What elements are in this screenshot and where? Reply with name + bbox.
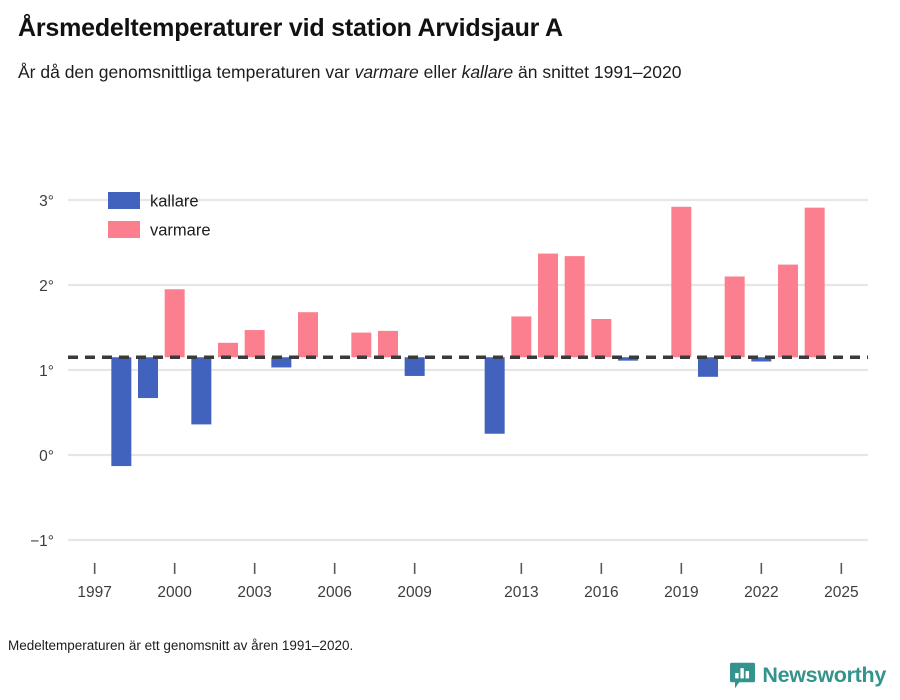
subtitle-emphasis-colder: kallare — [461, 61, 514, 82]
x-tick-label: 2016 — [584, 584, 618, 601]
bar-1999[interactable] — [138, 357, 158, 399]
bar-2017[interactable] — [618, 357, 638, 361]
legend-label-varmare: varmare — [150, 222, 211, 240]
x-tick-label: 2013 — [504, 584, 538, 601]
x-tick-label: 2000 — [157, 584, 192, 601]
chart-source-note: Medeltemperaturen är ett genomsnitt av å… — [8, 638, 354, 653]
bar-2015[interactable] — [564, 256, 585, 358]
subtitle-text-1: År då den genomsnittliga temperaturen va… — [18, 61, 355, 82]
bar-2012[interactable] — [484, 357, 505, 434]
bar-2013[interactable] — [511, 316, 532, 358]
y-tick-label: 0° — [39, 448, 54, 465]
x-tick-label: 2006 — [317, 584, 351, 601]
bar-2003[interactable] — [244, 330, 265, 358]
bar-2007[interactable] — [351, 332, 372, 358]
y-tick-label: 2° — [39, 278, 54, 295]
bar-2023[interactable] — [778, 264, 798, 358]
bar-2009[interactable] — [404, 357, 425, 376]
x-tick-label: 2003 — [237, 584, 271, 601]
bar-2005[interactable] — [298, 312, 318, 358]
page-title: Årsmedeltemperaturer vid station Arvidsj… — [18, 14, 563, 42]
x-axis-ticks — [93, 563, 843, 574]
x-tick-label: 1997 — [77, 584, 111, 601]
x-tick-label: 2025 — [824, 584, 858, 601]
bars-group — [111, 206, 825, 467]
y-axis-tick-labels: −1° 0° 1° 2° 3° — [30, 193, 54, 550]
legend-swatch-kallare — [108, 192, 140, 209]
bar-2014[interactable] — [538, 253, 558, 358]
x-tick-label: 2019 — [664, 584, 698, 601]
subtitle-text-2: eller — [418, 61, 462, 82]
x-tick-label: 2009 — [397, 584, 431, 601]
bar-2019[interactable] — [671, 206, 692, 358]
bar-2002[interactable] — [218, 342, 238, 358]
x-tick-label: 2022 — [744, 584, 778, 601]
y-tick-label: 1° — [39, 363, 54, 380]
legend-swatch-varmare — [108, 221, 140, 238]
brand-name-label: Newsworthy — [762, 663, 886, 687]
bar-2022[interactable] — [751, 357, 772, 362]
subtitle-emphasis-warmer: varmare — [354, 61, 419, 82]
newsworthy-logo[interactable]: Newsworthy — [730, 662, 886, 689]
bar-chart-speech-bubble-icon — [730, 662, 756, 689]
bar-2004[interactable] — [271, 357, 292, 368]
bar-2024[interactable] — [804, 207, 825, 358]
bar-2016[interactable] — [591, 319, 612, 358]
bar-2001[interactable] — [191, 357, 212, 425]
bar-1998[interactable] — [111, 357, 132, 467]
bar-2021[interactable] — [724, 276, 745, 358]
bar-2000[interactable] — [164, 289, 185, 358]
gridlines-group — [68, 198, 868, 542]
y-tick-label: 3° — [39, 193, 54, 210]
bar-2020[interactable] — [698, 357, 718, 377]
chart-subtitle: År då den genomsnittliga temperaturen va… — [18, 60, 878, 85]
y-tick-label: −1° — [30, 533, 54, 550]
x-axis-tick-labels: 1997 2000 2003 2006 2009 2013 2016 2019 2022 2025 — [77, 584, 858, 601]
subtitle-text-3: än snittet 1991–2020 — [513, 61, 682, 82]
chart-legend: kallare varmare — [108, 192, 211, 240]
bar-2008[interactable] — [378, 330, 398, 358]
legend-label-kallare: kallare — [150, 193, 199, 211]
chart-header: Årsmedeltemperaturer vid station Arvidsj… — [0, 0, 900, 85]
